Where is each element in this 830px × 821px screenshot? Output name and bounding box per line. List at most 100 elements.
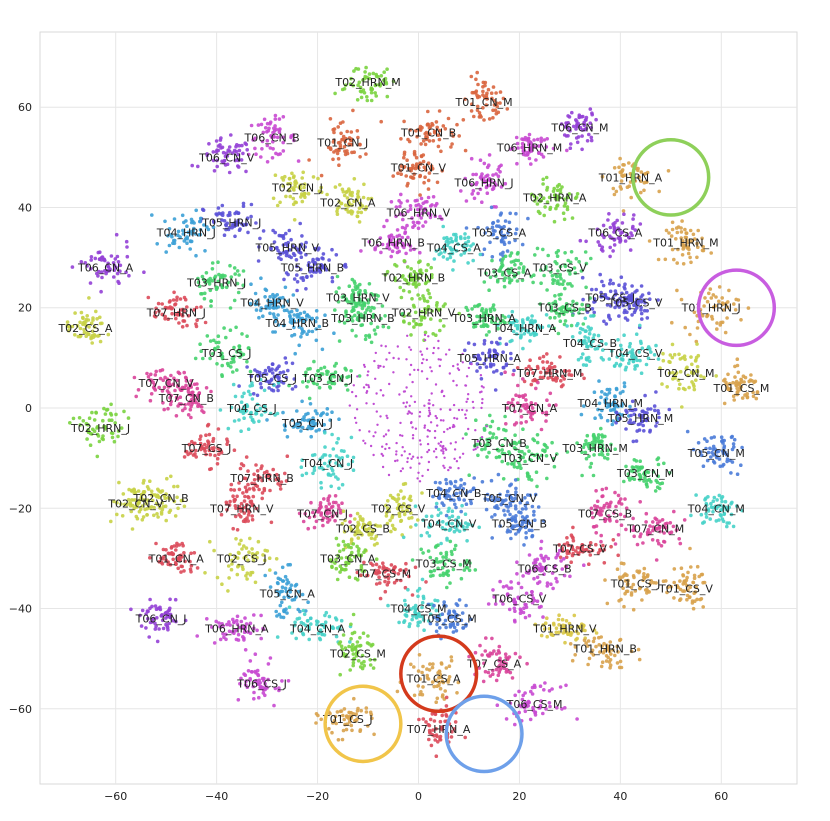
scatter-point: [372, 306, 376, 310]
scatter-point: [320, 256, 324, 260]
scatter-point: [300, 399, 304, 404]
scatter-point: [208, 539, 212, 544]
scatter-point: [292, 277, 297, 281]
scatter-point: [339, 131, 343, 136]
scatter-point: [541, 354, 546, 359]
scatter-point: [683, 387, 687, 392]
scatter-point: [618, 170, 622, 175]
scatter-point: [361, 195, 366, 200]
scatter-point: [351, 108, 355, 113]
scatter-point: [326, 496, 331, 501]
scatter-point: [350, 328, 355, 333]
scatter-point: [188, 239, 193, 243]
scatter-point: [438, 214, 442, 219]
grid-lines: [40, 32, 797, 784]
scatter-point: [459, 236, 463, 241]
scatter-point: [672, 509, 676, 514]
scatter-point: [162, 407, 166, 412]
scatter-point: [600, 390, 604, 394]
scatter-point: [514, 135, 519, 140]
scatter-point: [173, 514, 178, 518]
scatter-point: [426, 195, 431, 200]
scatter-point: [360, 306, 365, 311]
scatter-point: [541, 177, 545, 182]
scatter-point: [419, 204, 423, 209]
scatter-point: [512, 259, 516, 264]
scatter-point: [421, 153, 426, 157]
scatter-point: [526, 316, 530, 321]
scatter-point: [205, 152, 209, 156]
scatter-point: [390, 249, 395, 253]
scatter-point: [188, 247, 192, 251]
scatter-point: [637, 569, 642, 574]
scatter-point: [535, 246, 540, 251]
scatter-point: [358, 155, 362, 159]
scatter-point: [370, 87, 375, 92]
scatter-point: [235, 528, 240, 532]
scatter-point: [545, 288, 549, 292]
scatter-point: [670, 342, 675, 347]
scatter-point: [399, 192, 403, 197]
scatter-point: [405, 199, 410, 203]
scatter-point: [248, 573, 253, 577]
scatter-point: [428, 132, 432, 136]
scatter-point: [232, 448, 237, 453]
scatter-point: [396, 171, 400, 176]
scatter-point: [125, 245, 129, 249]
scatter-point: [97, 439, 102, 444]
scatter-point: [634, 332, 639, 337]
scatter-point: [417, 221, 421, 225]
scatter-point: [90, 410, 94, 415]
scatter-point: [88, 281, 93, 285]
scatter-point: [739, 318, 743, 322]
scatter-point: [616, 553, 620, 558]
scatter-point: [79, 310, 84, 315]
scatter-point: [598, 413, 602, 417]
scatter-point: [617, 314, 621, 318]
scatter-point: [692, 573, 697, 578]
scatter-point: [340, 567, 344, 571]
scatter-point: [545, 360, 550, 364]
scatter-point: [234, 325, 238, 330]
scatter-point: [619, 275, 624, 280]
scatter-point: [302, 185, 306, 190]
scatter-point: [276, 388, 280, 393]
scatter-point: [645, 180, 649, 184]
scatter-point: [352, 199, 356, 204]
scatter-point: [584, 456, 589, 461]
scatter-point: [288, 194, 293, 199]
scatter-point: [438, 481, 442, 485]
scatter-point: [248, 536, 252, 541]
scatter-point: [232, 148, 237, 153]
scatter-point: [412, 223, 417, 228]
scatter-point: [466, 235, 471, 240]
scatter-point: [469, 156, 474, 161]
scatter-point: [418, 250, 422, 255]
scatter-point: [389, 254, 394, 259]
scatter-point: [243, 519, 248, 524]
scatter-point: [557, 195, 562, 200]
scatter-point: [607, 212, 611, 216]
scatter-point: [406, 209, 410, 214]
scatter-point: [409, 525, 413, 529]
scatter-point: [402, 259, 407, 263]
scatter-point: [466, 341, 471, 345]
scatter-point: [215, 362, 219, 366]
scatter-point: [249, 214, 253, 219]
scatter-point: [541, 182, 545, 186]
scatter-point: [427, 291, 431, 296]
scatter-point: [629, 195, 633, 200]
scatter-point: [463, 512, 468, 516]
scatter-point: [222, 233, 227, 237]
scatter-point: [508, 339, 512, 344]
scatter-point: [708, 287, 713, 291]
scatter-point: [683, 227, 687, 232]
scatter-point: [185, 323, 189, 328]
scatter-point: [717, 518, 721, 522]
scatter-point: [449, 145, 453, 149]
scatter-point: [283, 174, 287, 179]
scatter-point: [341, 134, 346, 139]
scatter-point: [524, 535, 528, 540]
scatter-point: [437, 109, 442, 113]
scatter-point: [490, 254, 495, 259]
